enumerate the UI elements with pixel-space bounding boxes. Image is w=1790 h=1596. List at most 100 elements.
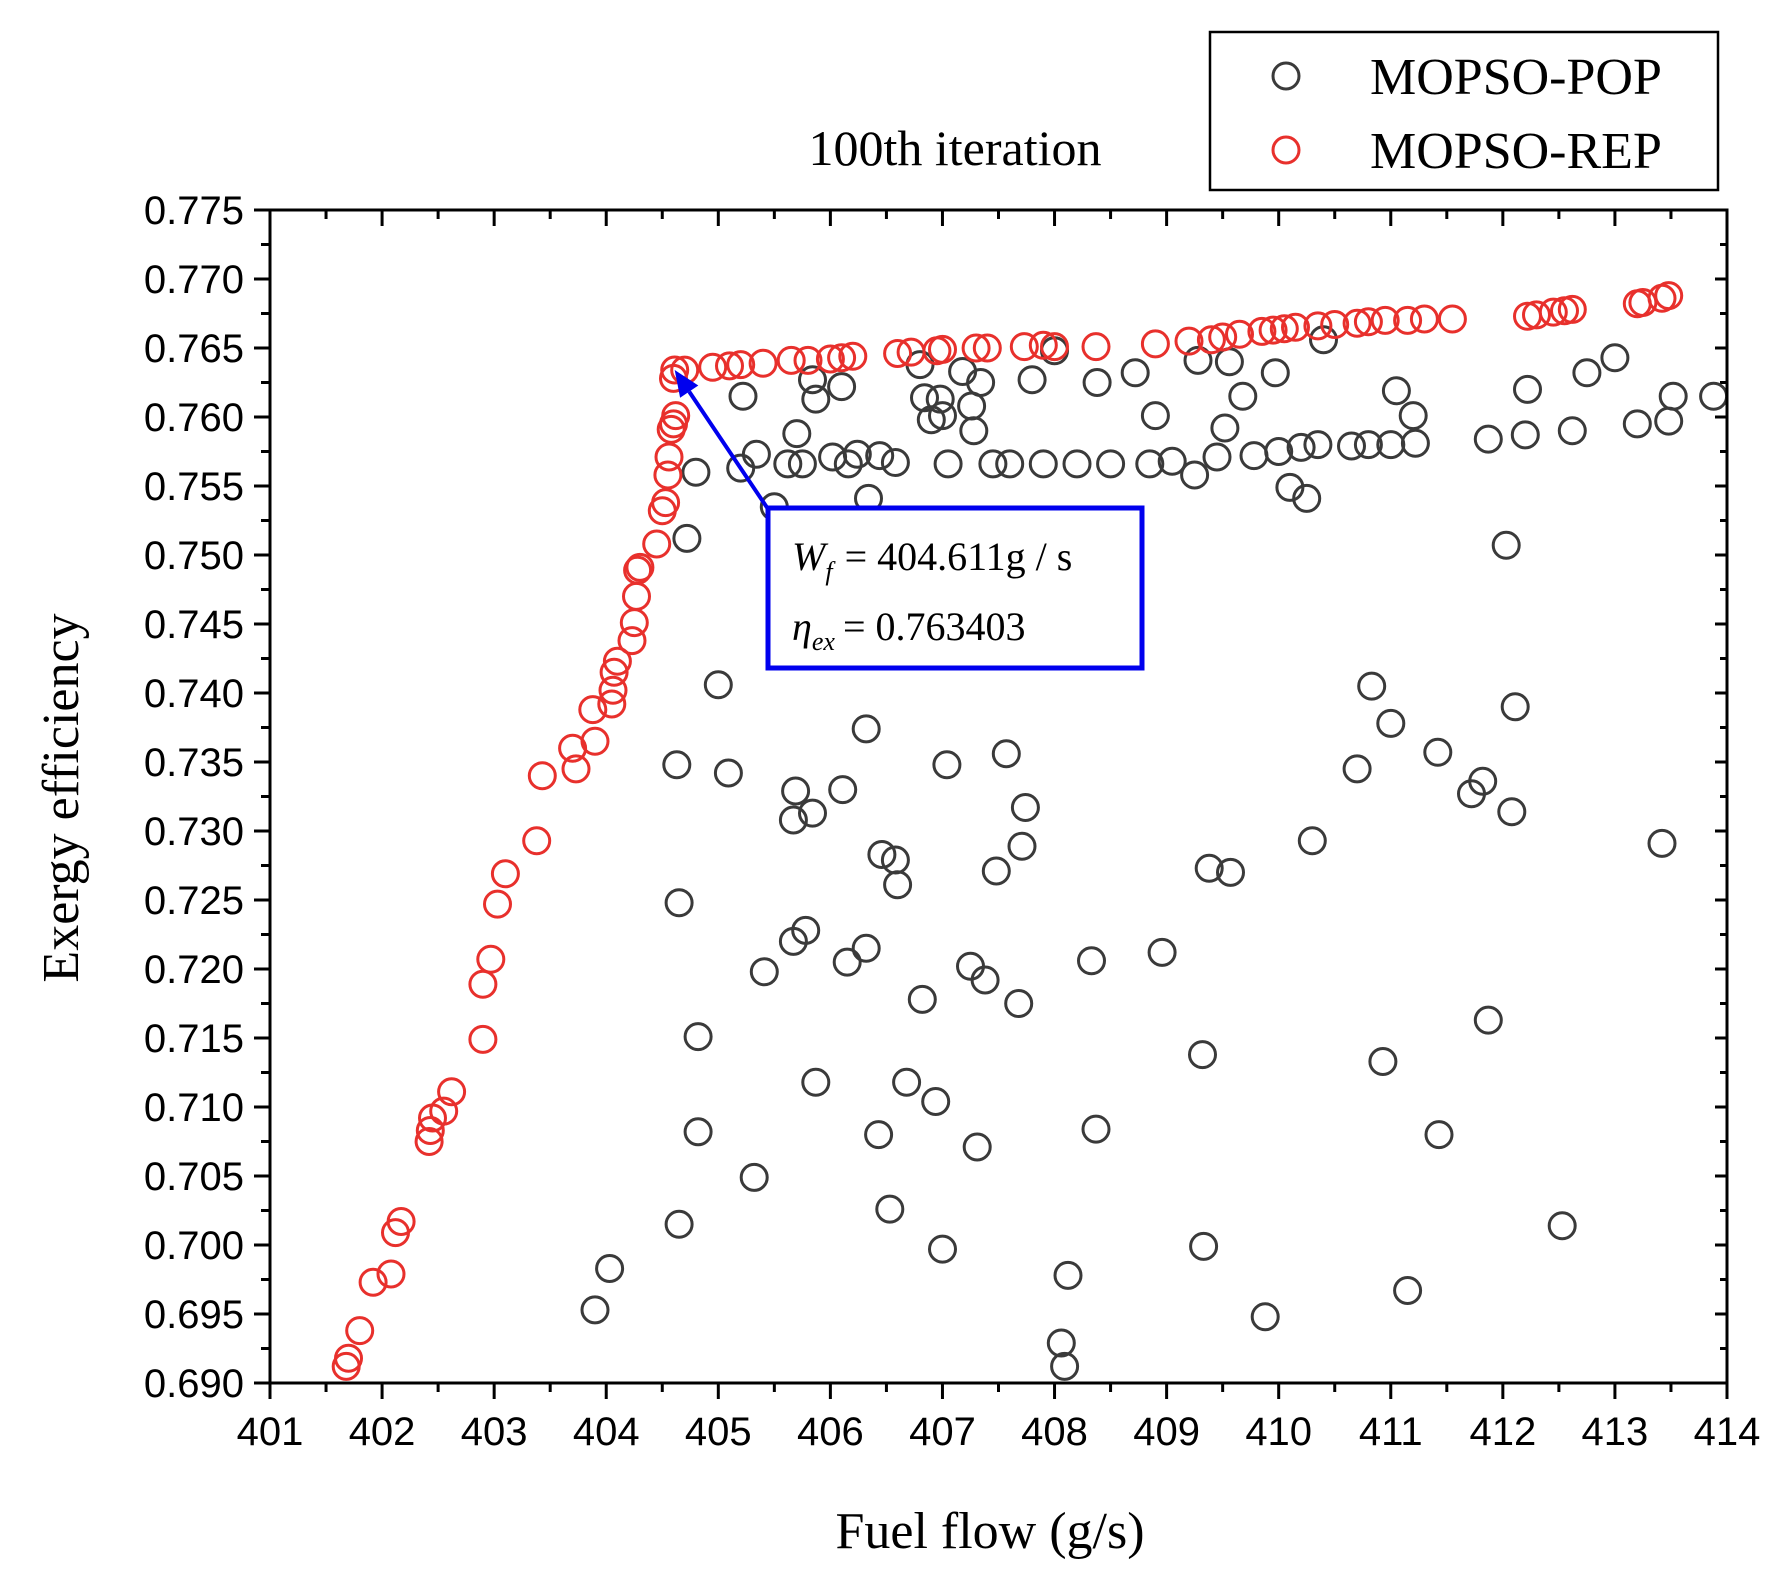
point-mopso-rep <box>698 352 728 382</box>
point-mopso-pop <box>1017 365 1047 395</box>
point-mopso-rep <box>334 1343 363 1373</box>
point-mopso-pop <box>1188 1040 1217 1070</box>
point-mopso-pop <box>851 933 881 963</box>
point-mopso-pop <box>1286 432 1316 462</box>
point-mopso-rep <box>1174 326 1204 356</box>
x-tick-label: 412 <box>1469 1410 1536 1454</box>
point-mopso-pop <box>683 1117 713 1147</box>
legend: MOPSO-POP MOPSO-REP <box>1208 30 1720 192</box>
point-mopso-pop <box>1050 1351 1080 1381</box>
point-mopso-rep <box>578 695 608 725</box>
point-mopso-rep <box>1654 281 1684 311</box>
point-mopso-pop <box>1260 358 1290 388</box>
point-mopso-pop <box>880 448 910 477</box>
point-mopso-pop <box>1342 754 1372 784</box>
point-mopso-rep <box>623 555 653 585</box>
point-mopso-pop <box>1303 430 1333 460</box>
point-mopso-pop <box>1572 358 1602 388</box>
point-mopso-pop <box>1183 345 1213 375</box>
x-tick-label: 413 <box>1582 1410 1649 1454</box>
x-tick-label: 411 <box>1359 1410 1423 1454</box>
point-mopso-rep <box>883 339 913 368</box>
annotation-value-2: = 0.763403 <box>843 604 1026 649</box>
point-mopso-rep <box>1342 308 1372 338</box>
point-mopso-pop <box>801 1067 831 1097</box>
point-mopso-pop <box>1497 797 1527 827</box>
point-mopso-pop <box>978 449 1008 479</box>
point-mopso-rep <box>1522 300 1551 330</box>
point-mopso-pop <box>681 457 711 487</box>
point-mopso-pop <box>867 840 897 869</box>
data-points <box>331 281 1729 1381</box>
point-mopso-pop <box>1357 671 1387 701</box>
point-mopso-rep <box>476 944 506 974</box>
point-mopso-pop <box>1658 381 1688 411</box>
chart-title: 100th iteration <box>809 120 1102 176</box>
point-mopso-pop <box>1381 376 1411 406</box>
point-mopso-pop <box>1337 431 1366 461</box>
x-tick-label: 414 <box>1694 1410 1761 1454</box>
point-mopso-pop <box>595 1254 625 1283</box>
point-mopso-rep <box>748 348 778 378</box>
point-mopso-pop <box>925 384 955 414</box>
y-tick-label: 0.755 <box>144 465 244 509</box>
x-tick-label: 403 <box>461 1410 528 1454</box>
point-mopso-rep <box>961 333 991 363</box>
point-mopso-rep <box>642 529 672 559</box>
point-mopso-pop <box>1228 381 1258 411</box>
point-mopso-rep <box>468 1024 498 1054</box>
point-mopso-pop <box>662 750 692 780</box>
legend-label-rep: MOPSO-REP <box>1370 123 1662 180</box>
point-mopso-rep <box>1028 330 1058 360</box>
point-mopso-pop <box>1473 424 1503 454</box>
x-tick-label: 409 <box>1133 1410 1200 1454</box>
y-tick-label: 0.760 <box>144 396 244 440</box>
point-mopso-pop <box>798 798 827 828</box>
point-mopso-pop <box>580 1295 610 1325</box>
point-mopso-pop <box>1096 449 1126 479</box>
y-tick-label: 0.765 <box>144 327 244 371</box>
point-mopso-pop <box>798 365 827 395</box>
point-mopso-pop <box>683 1022 713 1052</box>
point-mopso-pop <box>933 449 963 479</box>
point-mopso-pop <box>962 1132 992 1162</box>
point-mopso-rep <box>580 726 610 756</box>
point-mopso-rep <box>653 460 683 490</box>
point-mopso-rep <box>376 1259 406 1289</box>
point-mopso-pop <box>966 368 996 397</box>
point-mopso-pop <box>883 870 913 900</box>
point-mopso-pop <box>1376 708 1406 738</box>
annotation-box <box>765 505 1145 671</box>
plot-border <box>268 208 1729 1385</box>
point-mopso-rep <box>437 1077 467 1107</box>
x-tick-label: 406 <box>797 1410 864 1454</box>
point-mopso-pop <box>981 856 1011 886</box>
point-mopso-rep <box>414 1127 444 1156</box>
point-mopso-rep <box>827 343 857 373</box>
y-tick-label: 0.750 <box>144 534 244 578</box>
point-mopso-rep <box>617 626 647 656</box>
point-mopso-pop <box>995 449 1025 479</box>
point-mopso-rep <box>483 889 512 919</box>
point-mopso-rep <box>1196 325 1226 355</box>
point-mopso-pop <box>782 419 812 449</box>
x-tick-label: 405 <box>685 1410 752 1454</box>
point-mopso-rep <box>490 859 520 889</box>
y-tick-label: 0.725 <box>144 879 244 923</box>
point-mopso-pop <box>728 381 758 411</box>
point-mopso-pop <box>1547 1211 1577 1241</box>
point-mopso-pop <box>959 416 989 446</box>
point-mopso-pop <box>791 915 821 945</box>
point-mopso-pop <box>1157 446 1187 476</box>
point-mopso-rep <box>1281 312 1310 342</box>
point-mopso-pop <box>1210 413 1240 443</box>
annotation-arrow <box>687 390 772 514</box>
point-mopso-rep <box>597 689 627 719</box>
point-mopso-rep <box>928 334 957 364</box>
x-axis-label: Fuel flow (g/s) <box>835 1503 1144 1560</box>
point-mopso-pop <box>1250 1302 1280 1332</box>
point-mopso-pop <box>1423 737 1453 767</box>
point-mopso-pop <box>828 775 858 805</box>
point-mopso-rep <box>715 351 744 381</box>
point-mopso-pop <box>1368 1047 1398 1076</box>
